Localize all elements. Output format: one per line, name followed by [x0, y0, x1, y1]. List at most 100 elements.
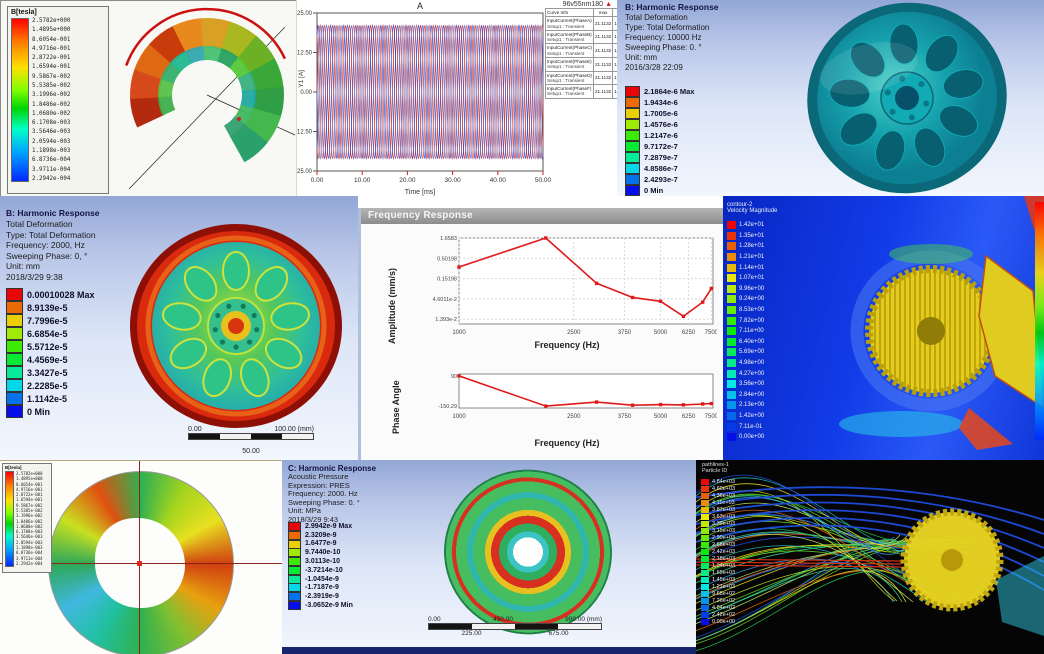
svg-text:1.393e-2: 1.393e-2	[435, 317, 457, 323]
curve-row: InputCurrent(PhaseC) Setup1 : Transient …	[545, 43, 618, 58]
panel-maxwell-arc: B[tesla] 2.5782e+000 1.4895e+000 8.6054e-0…	[0, 0, 298, 198]
curve-max: 21.1132	[592, 43, 614, 58]
legend-row: 7.11e+00	[727, 326, 764, 337]
legend-row: 4.4569e-5	[6, 353, 95, 366]
legend-row: 4.84e+03	[701, 478, 735, 485]
result-detail-line: Frequency: 2000, Hz	[6, 240, 85, 250]
legend-value: -3.7214e-10	[305, 566, 343, 574]
legend-row: 1.42e+00	[727, 411, 764, 422]
curve-name: InputCurrent(PhaseE)	[547, 58, 592, 64]
field-legend-values: 2.5782e+000 1.4895e+000 8.6054e-001 4.9716e…	[16, 471, 43, 566]
legend-swatch	[727, 274, 736, 283]
legend-swatch	[288, 601, 301, 611]
result-detail-line: 2018/3/29 9:38	[6, 271, 63, 282]
svg-text:1000: 1000	[452, 330, 466, 336]
legend-row: 7.82e+00	[727, 315, 764, 326]
legend-row: 6.6854e-5	[6, 327, 95, 340]
legend-value: 0.00e+00	[712, 618, 736, 625]
legend-value: 2.3209e-9	[305, 531, 337, 539]
legend-swatch	[701, 555, 709, 562]
legend-swatch	[701, 611, 709, 618]
legend-row: 4.60e+03	[701, 485, 735, 492]
legend-value: 5.5385e-002	[32, 82, 71, 89]
curve-name: InputCurrent(PhaseA)	[547, 18, 592, 24]
phase-x-label: Frequency (Hz)	[534, 438, 600, 448]
result-details: Total Deformation Type: Total Deformation…	[6, 219, 100, 282]
curve-name-cell: InputCurrent(PhaseA) Setup1 : Transient	[545, 16, 594, 31]
curve-name: InputCurrent(PhaseB)	[547, 31, 592, 37]
legend-value: 3.1996e-002	[16, 513, 43, 519]
legend-value: 3.87e+03	[712, 506, 736, 513]
legend-swatch	[625, 141, 640, 152]
legend-value: 3.1996e-002	[32, 92, 71, 99]
legend-row: 1.7005e-6	[625, 108, 694, 119]
legend-swatch	[727, 231, 736, 240]
legend-swatch	[625, 174, 640, 185]
window-titlebar[interactable]: Frequency Response	[361, 208, 726, 224]
field-legend: B[tesla] 2.5782e+000 1.4895e+000 8.6054e-0…	[7, 6, 109, 194]
result-details: Acoustic Pressure Expression: PRES Frequen…	[288, 472, 376, 525]
legend-value: 1.0680e-002	[32, 110, 71, 117]
y-axis-label: Y1 [A]	[298, 70, 305, 88]
legend-value: 3.63e+03	[712, 513, 736, 520]
curve-max: 21.1132	[592, 56, 614, 72]
legend-value: 7.11e-01	[739, 423, 763, 430]
legend-value: -1.7187e-9	[305, 584, 339, 592]
x-axis-label: Time [ms]	[404, 189, 436, 196]
legend-row: 3.3427e-5	[6, 366, 95, 379]
legend-swatch	[625, 97, 640, 108]
legend-value: -1.0454e-9	[305, 575, 339, 583]
legend-value: 1.6477e-9	[305, 540, 337, 548]
legend-swatch	[288, 539, 301, 549]
model-name: 96v55nm180	[562, 1, 604, 8]
scale-bar	[428, 623, 602, 630]
panel-harmonic-mid: B: Harmonic Response Total Deformation Ty…	[0, 196, 358, 460]
legend-swatch	[288, 530, 301, 540]
legend-row: 2.9942e-9 Max	[288, 521, 353, 531]
legend-row: 0.00010028 Max	[6, 288, 95, 301]
svg-text:3750: 3750	[618, 414, 632, 420]
legend-value: 3.3427e-5	[27, 367, 68, 378]
legend-swatch	[701, 520, 709, 527]
svg-text:4.6011e-2: 4.6011e-2	[433, 297, 457, 303]
legend-swatch	[701, 506, 709, 513]
particle-id-legend: 4.84e+03 4.60e+03 4.36e+03 4.11e+03 3.87…	[701, 478, 735, 625]
legend-value: 5.69e+00	[739, 349, 765, 356]
legend-value: 2.2942e-004	[32, 175, 71, 182]
legend-value: 7.7996e-5	[27, 315, 68, 326]
curve-min: 14.8750	[612, 84, 618, 99]
legend-value: 4.8586e-7	[644, 164, 678, 173]
legend-value: 2.0594e-003	[32, 138, 71, 145]
legend-row: 7.7996e-5	[6, 314, 95, 327]
legend-swatch	[727, 295, 736, 304]
curve-setup: Setup1 : Transient	[547, 37, 585, 43]
curve-max: 21.1132	[592, 84, 614, 99]
svg-text:30.00: 30.00	[444, 177, 461, 184]
result-detail-line: Unit: mm	[625, 53, 657, 62]
table-header-row: Curve Info max min	[545, 7, 618, 18]
legend-value: 4.9716e-001	[32, 45, 71, 52]
legend-value: 1.9434e-6	[644, 98, 678, 107]
legend-swatch	[625, 119, 640, 130]
legend-row: 0 Min	[6, 405, 95, 418]
legend-row: 4.36e+03	[701, 492, 735, 499]
legend-value: -3.0652e-9 Min	[305, 602, 353, 610]
svg-text:0.00: 0.00	[300, 90, 312, 96]
legend-swatch	[701, 492, 709, 499]
svg-text:50.00: 50.00	[535, 177, 552, 184]
curve-name-cell: InputCurrent(PhaseB) Setup1 : Transient	[545, 29, 594, 45]
curve-info-table: Curve Info max min InputCurrent(PhaseA) …	[545, 7, 618, 99]
curve-row: InputCurrent(PhaseD) Setup1 : Transient …	[545, 70, 618, 86]
legend-value: 8.6054e-001	[32, 36, 71, 43]
legend-row: 2.84e+00	[727, 390, 764, 401]
legend-swatch	[727, 327, 736, 336]
svg-text:12.50: 12.50	[297, 51, 313, 57]
legend-value: 1.21e+03	[712, 583, 736, 590]
legend-row: 0.00e+00	[701, 618, 735, 625]
legend-swatch	[727, 411, 736, 420]
result-detail-line: Type: Total Deformation	[6, 229, 96, 240]
legend-value: 2.0594e-003	[16, 539, 43, 545]
legend-value: 1.42e+01	[739, 222, 765, 229]
result-title: B: Harmonic Response	[6, 208, 100, 218]
legend-swatch	[701, 541, 709, 548]
